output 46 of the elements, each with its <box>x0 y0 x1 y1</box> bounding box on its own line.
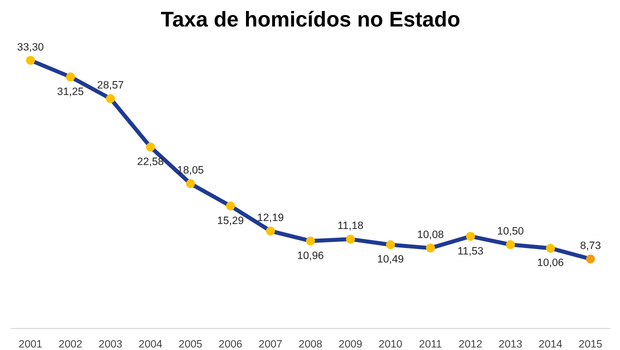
data-label: 11,53 <box>458 245 484 258</box>
x-tick-label: 2003 <box>98 338 122 350</box>
data-label: 10,08 <box>417 229 444 242</box>
data-label: 28,57 <box>97 80 124 92</box>
point <box>146 142 155 152</box>
x-tick-label: 2002 <box>58 338 82 350</box>
data-label: 33,30 <box>17 41 44 54</box>
data-label: 11,18 <box>338 220 364 232</box>
point <box>346 234 355 244</box>
point <box>26 56 35 65</box>
point <box>266 226 275 236</box>
point <box>426 244 435 253</box>
data-label: 10,96 <box>297 250 324 262</box>
point <box>226 201 235 210</box>
data-label: 10,50 <box>497 226 524 238</box>
point <box>586 254 595 264</box>
point <box>106 94 115 104</box>
point <box>186 179 195 188</box>
x-tick-label: 2005 <box>178 338 202 350</box>
point <box>546 244 555 253</box>
data-label: 31,25 <box>57 86 84 98</box>
point <box>466 232 475 241</box>
x-tick-label: 2014 <box>538 338 562 350</box>
data-label: 10,06 <box>537 257 564 270</box>
chart-title: Taxa de homicídos no Estado <box>160 8 460 32</box>
point <box>386 240 395 250</box>
data-label: 22,58 <box>137 156 164 168</box>
x-tick-label: 2012 <box>458 338 482 350</box>
x-tick-label: 2001 <box>18 338 42 350</box>
x-tick-label: 2015 <box>578 338 602 350</box>
point <box>66 72 75 82</box>
point <box>306 236 315 246</box>
data-label: 8,73 <box>580 240 601 252</box>
data-label: 10,49 <box>377 254 404 266</box>
x-tick-label: 2011 <box>419 338 442 350</box>
data-label: 18,05 <box>177 164 204 177</box>
data-label: 12,19 <box>257 212 284 224</box>
x-tick-label: 2004 <box>138 338 162 350</box>
data-label: 15,29 <box>217 214 244 227</box>
x-tick-label: 2006 <box>218 338 242 350</box>
x-tick-label: 2010 <box>378 338 402 350</box>
x-tick-label: 2007 <box>258 338 282 350</box>
x-tick-label: 2008 <box>298 338 322 350</box>
point <box>506 240 515 250</box>
x-tick-label: 2013 <box>498 338 522 350</box>
x-tick-label: 2009 <box>338 338 362 350</box>
